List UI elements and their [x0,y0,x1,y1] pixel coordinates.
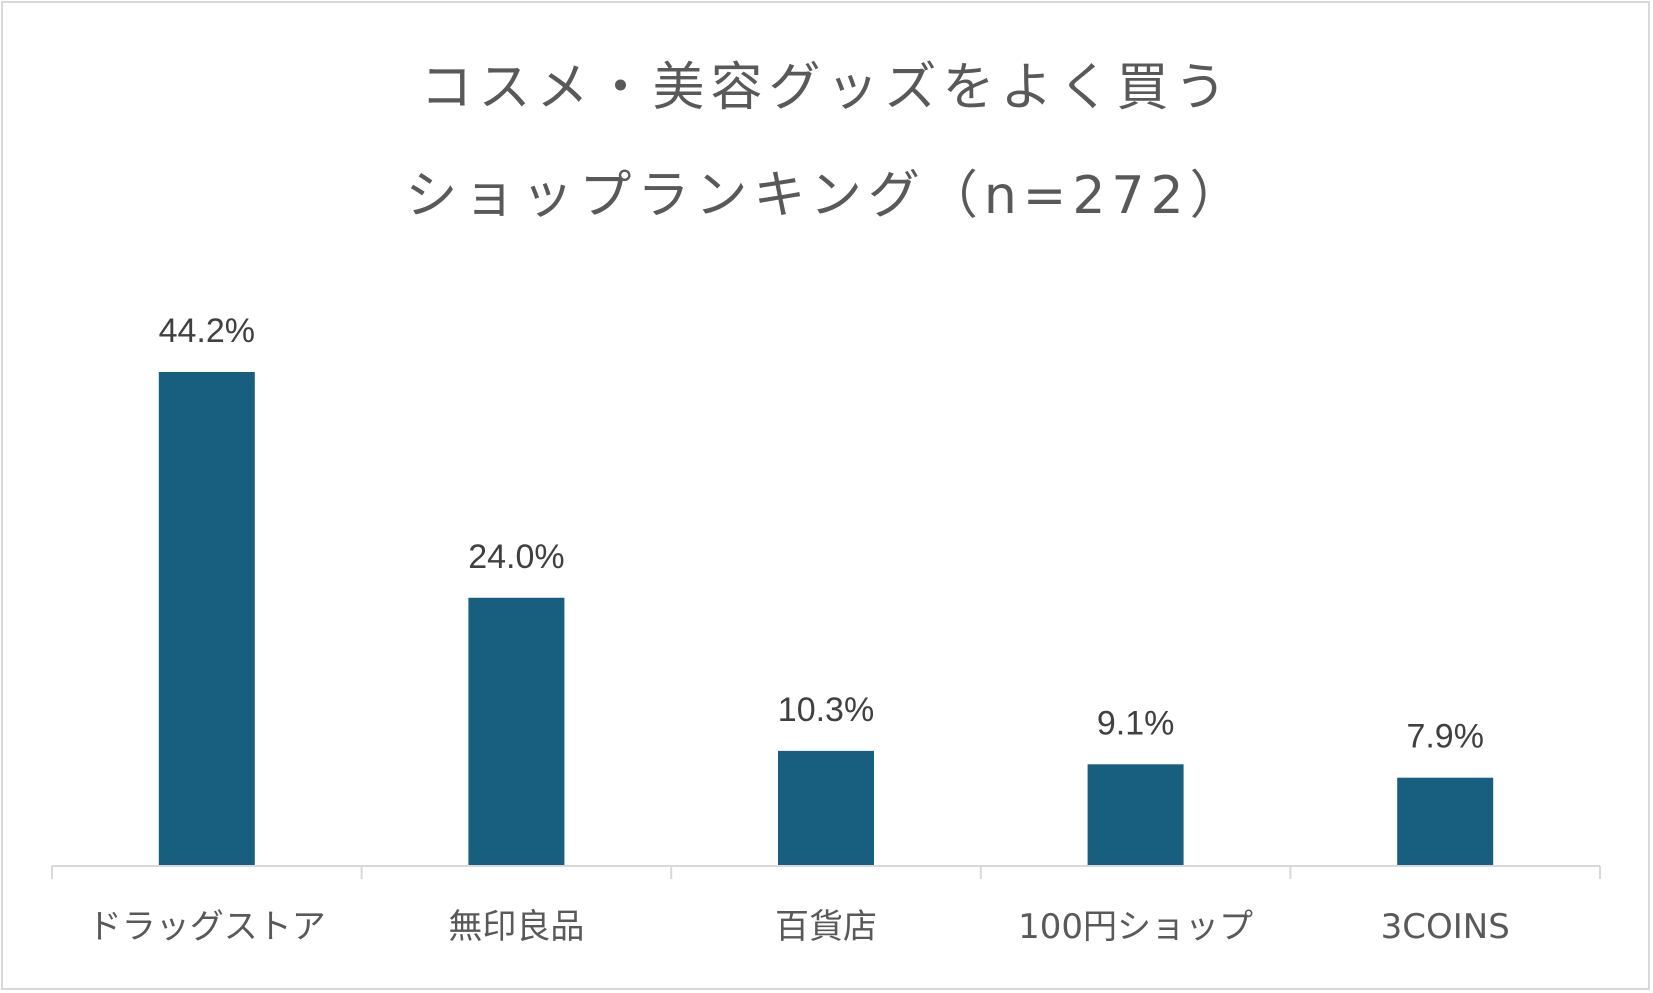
data-labels-group: 44.2% 24.0% 10.3% 9.1% 7.9% [159,312,1484,756]
category-labels-group: ドラッグストア 無印良品 百貨店 100円ショップ 3COINS [88,907,1510,947]
category-label: 無印良品 [448,907,584,947]
x-axis [51,865,1601,879]
bar [778,750,874,866]
data-label: 10.3% [778,691,874,729]
bar [468,597,565,866]
chart-title-line-2: ショップランキング（n=272） [405,166,1248,226]
data-label: 7.9% [1406,718,1484,756]
data-label: 24.0% [468,538,564,576]
data-label: 44.2% [159,312,255,350]
bars-group [158,372,1494,866]
bar [1087,764,1184,866]
category-label: 百貨店 [775,907,877,947]
category-label: 3COINS [1381,907,1510,947]
category-label: 100円ショップ [1018,907,1253,947]
bar [1397,777,1494,866]
chart-title-line-1: コスメ・美容グッズをよく買う [420,58,1233,118]
data-label: 9.1% [1097,704,1175,742]
category-label: ドラッグストア [88,907,326,947]
bar [158,372,255,866]
